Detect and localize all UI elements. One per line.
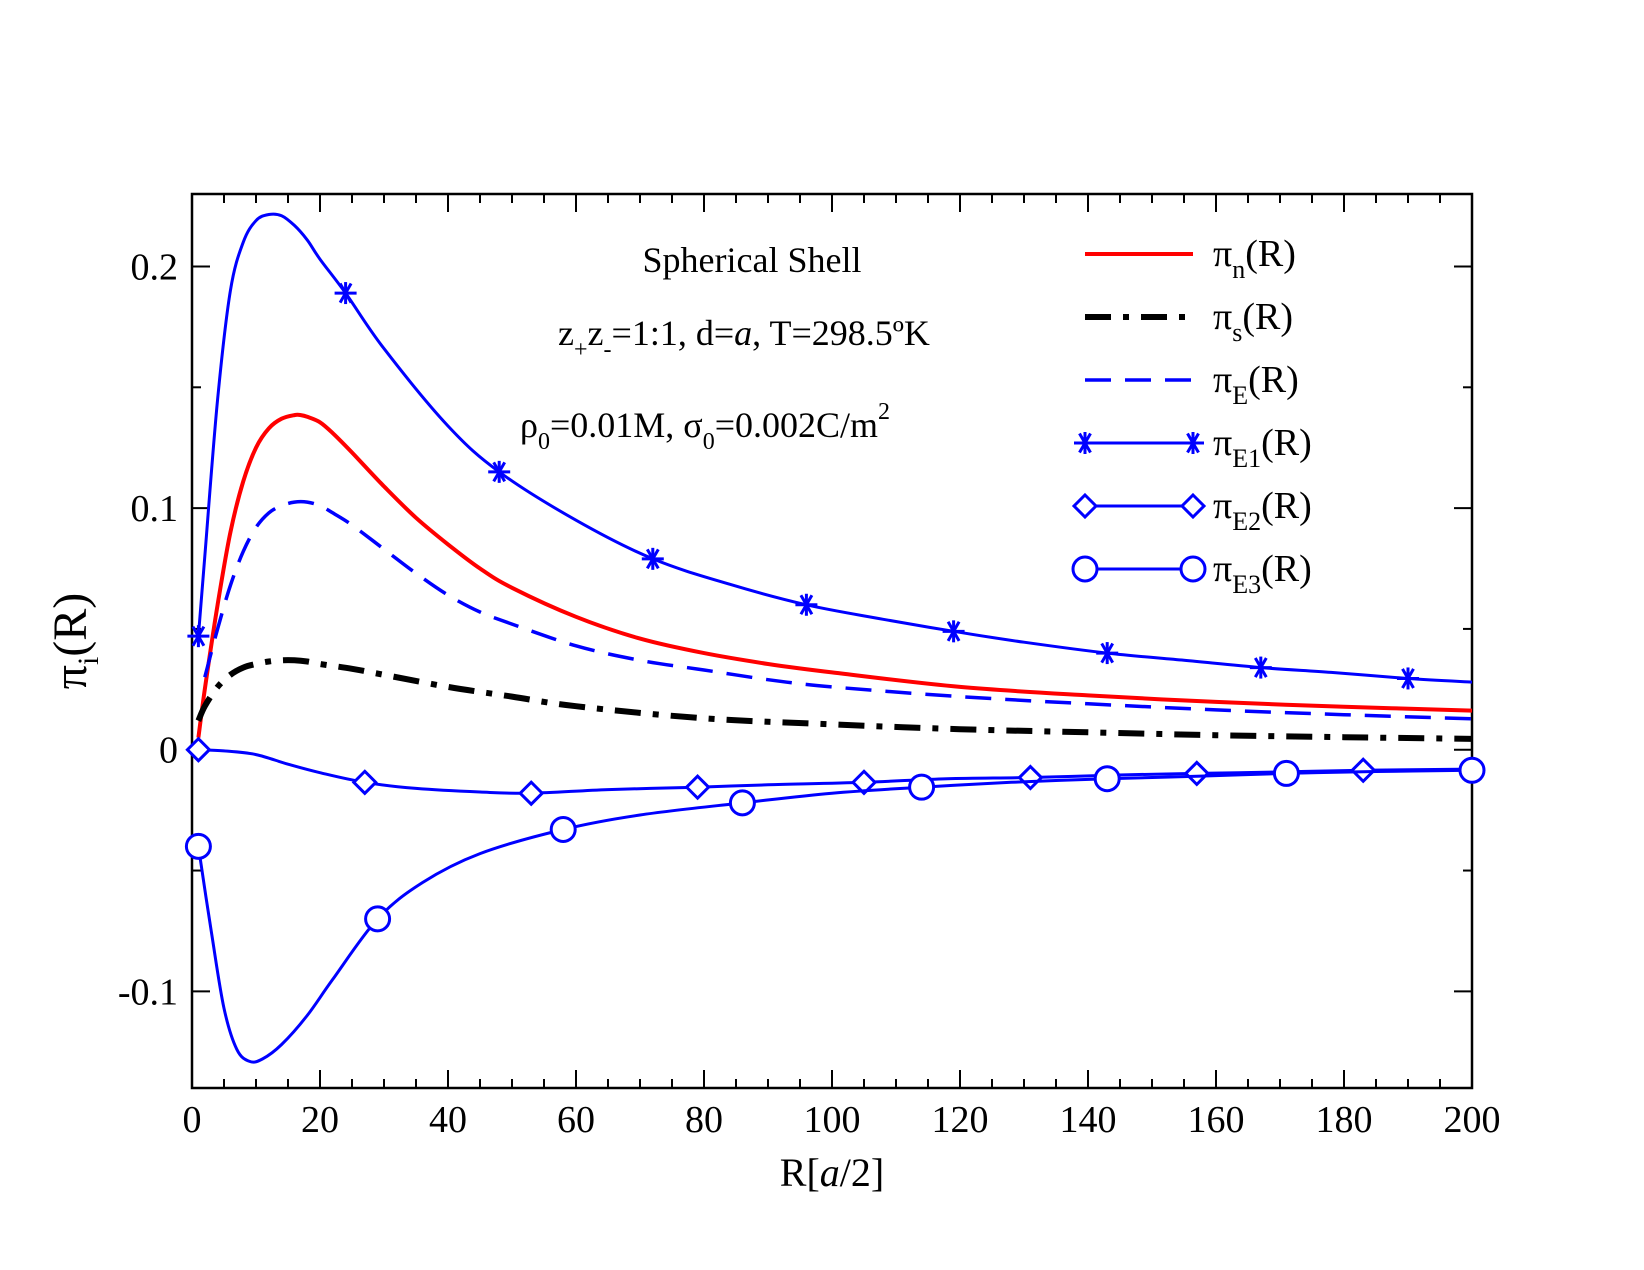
legend-marker	[1179, 492, 1207, 520]
series-line-e1	[196, 212, 1473, 684]
data-point-marker	[908, 773, 936, 801]
legend-item-e1: πE1(R)	[1074, 422, 1312, 473]
data-point-marker	[185, 736, 212, 763]
annotation-conditions: z+z-=1:1, d=a, T=298.5ºK	[558, 313, 930, 363]
legend-label: πE(R)	[1213, 359, 1299, 410]
annotation-densities: ρ0=0.01M, σ0=0.002C/m2	[520, 399, 890, 455]
data-point-marker	[942, 620, 965, 643]
x-tick-label: 80	[685, 1099, 723, 1141]
y-tick-label: -0.1	[118, 971, 178, 1013]
x-tick-label: 40	[429, 1099, 467, 1141]
annotation-block: Spherical Shell z+z-=1:1, d=a, T=298.5ºK…	[520, 240, 930, 455]
y-tick-label: 0	[159, 730, 178, 772]
y-tick-labels: -0.1 0 0.1 0.2	[118, 246, 178, 1013]
legend-label: πE2(R)	[1213, 485, 1312, 536]
data-point-marker	[488, 460, 511, 483]
series-e2	[185, 736, 1473, 807]
x-tick-labels: 0 20 40 60 80 100 120 140 160 180 200	[183, 1099, 1501, 1141]
y-tick-label: 0.1	[131, 488, 179, 530]
x-tick-label: 180	[1316, 1099, 1373, 1141]
x-tick-label: 0	[183, 1099, 202, 1141]
series-e	[203, 499, 1473, 721]
x-tick-label: 60	[557, 1099, 595, 1141]
data-point-marker	[795, 593, 818, 616]
series-line-e	[203, 499, 1473, 721]
data-point-marker	[334, 282, 357, 305]
data-point-marker	[549, 815, 577, 843]
axis-ticks	[191, 194, 1473, 1088]
series-line-s	[195, 657, 1473, 742]
legend-marker	[1074, 432, 1096, 454]
legend: πn(R) πs(R) πE(R) πE1(R) πE2(R) πE3(R)	[1071, 233, 1312, 599]
x-tick-label: 200	[1444, 1099, 1501, 1141]
legend-marker	[1071, 555, 1099, 583]
x-tick-label: 100	[804, 1099, 861, 1141]
legend-label: πs(R)	[1213, 296, 1293, 347]
series-e3	[184, 756, 1486, 1064]
data-point-marker	[850, 769, 878, 796]
data-point-marker	[351, 769, 378, 796]
legend-item-s: πs(R)	[1085, 296, 1293, 347]
data-point-marker	[1458, 756, 1486, 784]
series-n	[196, 412, 1473, 738]
x-tick-label: 120	[932, 1099, 989, 1141]
series-e1	[187, 212, 1473, 690]
data-point-marker	[641, 547, 664, 570]
series-layer	[184, 212, 1486, 1064]
series-line-e3	[196, 768, 1473, 1064]
series-s	[195, 657, 1473, 742]
data-point-marker	[1183, 760, 1210, 787]
legend-label: πE3(R)	[1213, 548, 1312, 599]
legend-label: πE1(R)	[1213, 422, 1312, 473]
legend-marker	[1071, 492, 1099, 520]
data-point-marker	[1272, 759, 1300, 787]
x-tick-label: 20	[301, 1099, 339, 1141]
data-point-marker	[728, 789, 756, 817]
data-point-marker	[1096, 642, 1119, 665]
annotation-title: Spherical Shell	[643, 240, 862, 280]
x-axis-title: R[a/2]	[780, 1150, 884, 1195]
x-tick-label: 140	[1060, 1099, 1117, 1141]
legend-marker	[1179, 555, 1207, 583]
data-point-marker	[187, 625, 210, 648]
y-axis-title: πi(R)	[44, 593, 105, 690]
legend-item-e2: πE2(R)	[1071, 485, 1312, 536]
data-point-marker	[1397, 667, 1419, 690]
y-tick-label: 0.2	[131, 246, 179, 288]
data-point-marker	[518, 780, 545, 807]
plot-area	[184, 192, 1486, 1090]
legend-item-n: πn(R)	[1085, 233, 1296, 284]
data-point-marker	[1093, 765, 1121, 793]
data-point-marker	[1017, 764, 1044, 791]
legend-marker	[1182, 432, 1204, 454]
legend-label: πn(R)	[1213, 233, 1296, 284]
legend-item-e3: πE3(R)	[1071, 548, 1312, 599]
legend-item-e: πE(R)	[1085, 359, 1299, 410]
data-point-marker	[684, 774, 711, 801]
data-point-marker	[184, 832, 212, 860]
x-tick-label: 160	[1188, 1099, 1245, 1141]
series-line-n	[196, 412, 1473, 738]
data-point-marker	[1249, 656, 1272, 679]
data-point-marker	[364, 905, 392, 933]
